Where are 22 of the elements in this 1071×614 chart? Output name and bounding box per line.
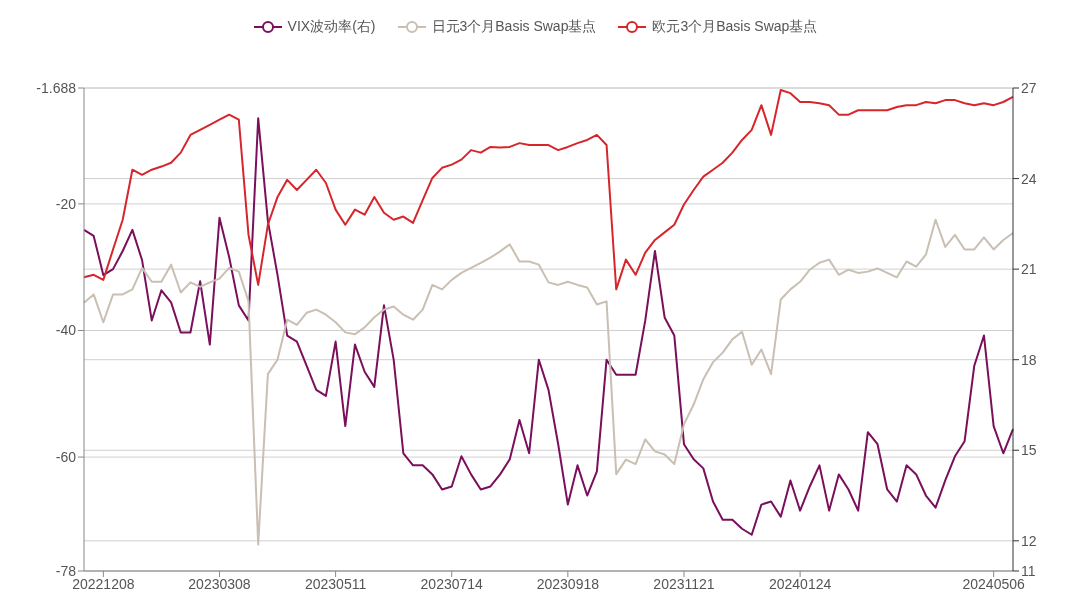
y2-tick-label: 15 [1021, 442, 1037, 459]
y2-tick-label: 24 [1021, 170, 1037, 187]
line-series [83, 117, 1014, 536]
y-tick-label: -20 [55, 195, 77, 212]
y-tick-label: -40 [55, 322, 77, 339]
x-tick-label: 20230918 [536, 575, 600, 592]
legend-label: 欧元3个月Basis Swap基点 [652, 18, 818, 36]
y2-tick-label: 27 [1021, 79, 1037, 96]
y2-tick-label: 21 [1021, 261, 1037, 278]
x-tick-label: 20230714 [420, 575, 484, 592]
x-tick-label: 20240124 [768, 575, 832, 592]
line-series [83, 88, 1014, 291]
x-tick-label: 20230511 [304, 575, 367, 592]
y2-tick-label: 18 [1021, 351, 1037, 368]
line-series [83, 218, 1014, 546]
x-tick-label: 20230308 [188, 575, 251, 592]
y2-tick-label: 12 [1021, 532, 1037, 549]
y-tick-label: -1.688 [36, 79, 77, 96]
x-tick-label: 20231121 [653, 575, 715, 592]
legend-label: 日元3个月Basis Swap基点 [431, 18, 597, 36]
legend-label: VIX波动率(右) [287, 18, 376, 36]
y-tick-label: -60 [55, 449, 77, 466]
